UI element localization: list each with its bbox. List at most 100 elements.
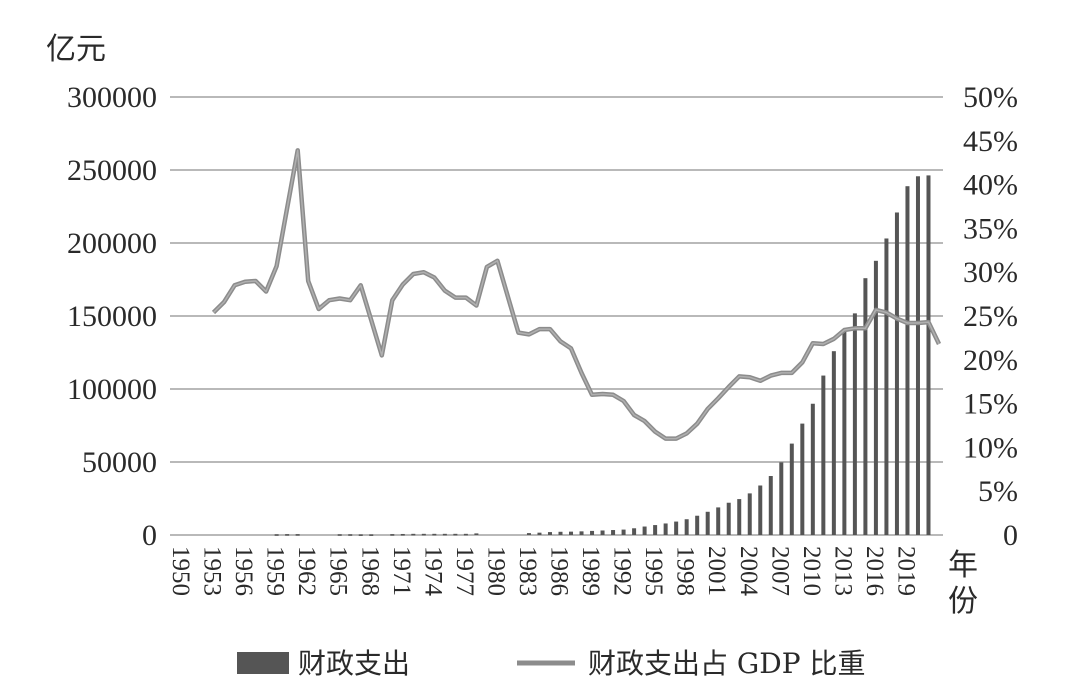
y-right-tick-label: 0 (1003, 519, 1018, 552)
legend-swatch-bar (237, 652, 289, 674)
bar (663, 523, 668, 535)
bar (400, 533, 405, 536)
bar (611, 530, 616, 535)
series-line-highlight (212, 149, 940, 440)
bar (421, 533, 426, 536)
bar (653, 525, 658, 535)
bar (842, 330, 847, 535)
bar (894, 212, 899, 535)
x-tick-label: 1956 (230, 546, 257, 596)
bar (737, 499, 742, 535)
bar (621, 529, 626, 535)
bar (915, 176, 920, 535)
bar (884, 238, 889, 535)
y-left-tick-label: 250000 (67, 154, 157, 187)
x-tick-label: 1998 (672, 546, 699, 596)
x-tick-label: 1959 (262, 546, 289, 596)
y-left-tick-label: 300000 (67, 81, 157, 114)
x-tick-label: 1962 (293, 546, 320, 596)
bar (590, 530, 595, 535)
legend-label-bar: 财政支出 (298, 647, 410, 680)
bar (537, 532, 542, 535)
bar (432, 533, 437, 536)
bar (674, 521, 679, 535)
bar (800, 423, 805, 535)
bar (695, 515, 700, 535)
bar (716, 507, 721, 535)
x-tick-label: 1995 (640, 546, 667, 596)
x-tick-label: 1980 (482, 546, 509, 596)
x-tick-label: 2004 (735, 546, 762, 597)
y-right-tick-label: 40% (963, 169, 1018, 202)
x-tick-label: 2016 (861, 546, 888, 596)
bar (758, 485, 763, 535)
bar (705, 511, 710, 535)
bar (684, 519, 689, 535)
x-tick-label: 1983 (514, 546, 541, 596)
bar (569, 531, 574, 535)
bar (810, 403, 815, 535)
bar (873, 260, 878, 535)
x-tick-label: 1986 (546, 546, 573, 596)
bar (547, 532, 552, 535)
bar (779, 462, 784, 535)
bar (411, 533, 416, 536)
x-tick-label: 1965 (325, 546, 352, 596)
y-right-tick-label: 35% (963, 212, 1018, 245)
gridlines (170, 96, 943, 536)
x-tick-label: 2019 (892, 546, 919, 596)
line-series-expenditure-share-of-gdp (211, 148, 942, 441)
y-right-tick-label: 45% (963, 125, 1018, 158)
bar (463, 533, 468, 536)
bar (390, 534, 395, 536)
y-right-axis-ticks: 50% 45% 40% 35% 30% 25% 20% 15% 10% 5% 0 (963, 81, 1018, 552)
y-right-tick-label: 20% (963, 344, 1018, 377)
bar (348, 534, 353, 536)
bar (274, 534, 279, 536)
x-tick-label: 1992 (609, 546, 636, 596)
bar (369, 534, 374, 536)
bar (863, 278, 868, 535)
x-tick-label: 2007 (766, 546, 793, 596)
x-axis-unit: 年份 (948, 548, 978, 619)
y-left-tick-label: 200000 (67, 227, 157, 260)
y-left-tick-label: 100000 (67, 373, 157, 406)
x-tick-label: 1950 (167, 546, 194, 596)
legend-label-line: 财政支出占 GDP 比重 (588, 647, 865, 680)
bar (442, 533, 447, 536)
bar (768, 476, 773, 535)
x-tick-label: 1971 (388, 546, 415, 596)
bar-series-fiscal-expenditure (274, 175, 931, 536)
bar (926, 175, 931, 536)
y-left-tick-label: 0 (142, 519, 157, 552)
legend: 财政支出 财政支出占 GDP 比重 (237, 647, 865, 680)
bar (726, 502, 731, 535)
bar (789, 443, 794, 535)
bar (285, 534, 290, 536)
bar (831, 351, 836, 535)
x-tick-label: 1977 (451, 546, 478, 596)
bar (558, 531, 563, 535)
bar (642, 526, 647, 535)
bar (453, 533, 458, 536)
x-tick-label: 1953 (199, 546, 226, 596)
bar (852, 313, 857, 535)
bar (821, 375, 826, 535)
bar (526, 533, 531, 535)
bar (337, 534, 342, 536)
x-tick-label: 2013 (829, 546, 856, 596)
x-tick-label: 1968 (356, 546, 383, 596)
y-right-tick-label: 30% (963, 256, 1018, 289)
series-line (211, 148, 942, 441)
y-right-tick-label: 10% (963, 431, 1018, 464)
y-left-unit: 亿元 (46, 32, 106, 67)
bar (632, 528, 637, 535)
x-tick-label: 2001 (703, 546, 730, 596)
x-axis-ticks: 1950 1953 1956 1959 1962 1965 1968 1971 1974 1977… (167, 546, 919, 597)
x-tick-label: 1989 (577, 546, 604, 596)
y-left-axis-ticks: 300000 250000 200000 150000 100000 50000 0 (67, 81, 157, 552)
bar (579, 531, 584, 535)
bar (295, 534, 300, 536)
bar (600, 530, 605, 535)
